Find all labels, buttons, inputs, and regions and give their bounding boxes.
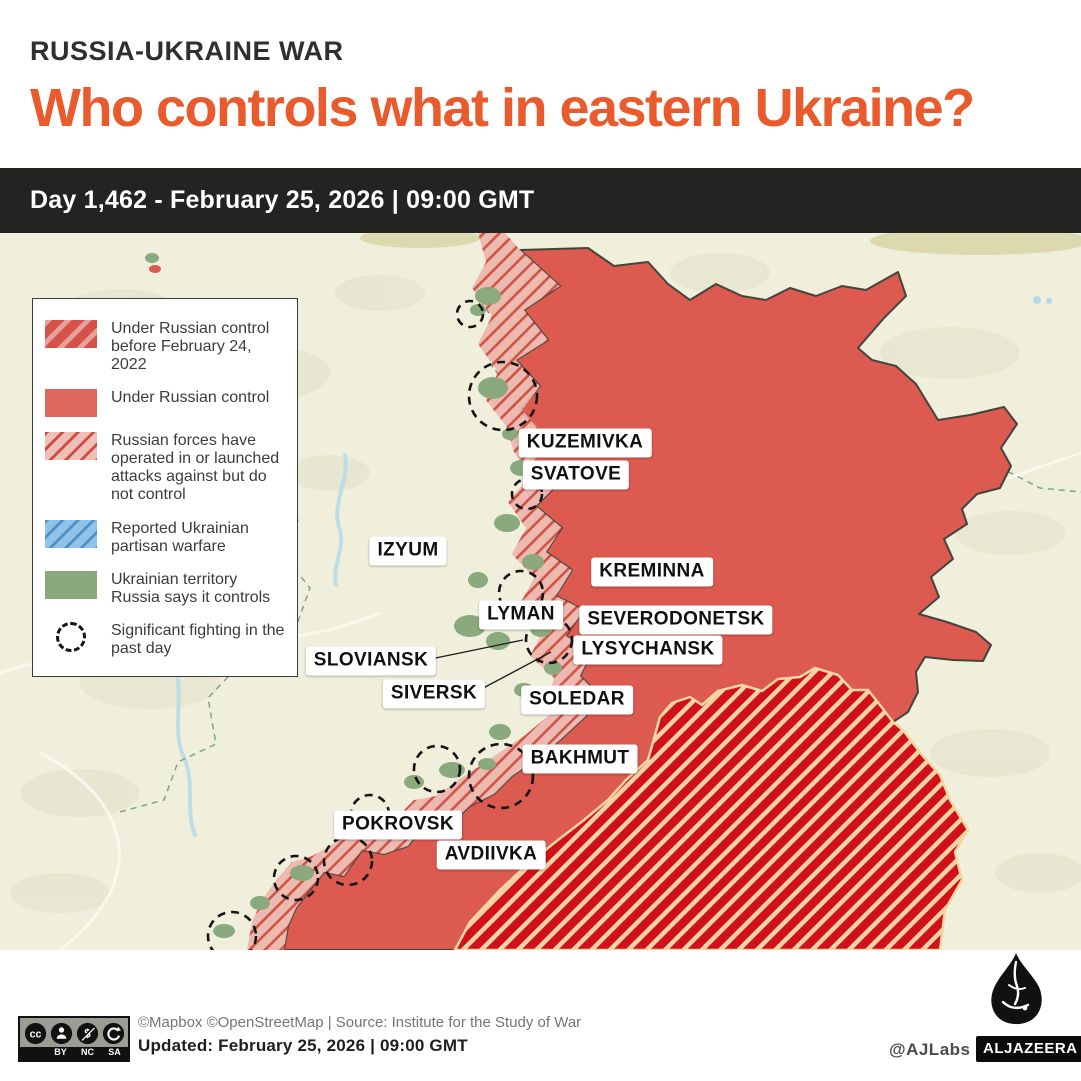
lakes bbox=[1033, 296, 1052, 304]
fighting-circle bbox=[455, 299, 485, 329]
sw-solid-red-swatch bbox=[45, 389, 97, 418]
cc-icons: cc $ bbox=[20, 1018, 128, 1047]
updated-timestamp: Updated: February 25, 2026 | 09:00 GMT bbox=[138, 1036, 468, 1055]
legend-item-label: Under Russian control bbox=[111, 389, 270, 407]
city-label-bakhmut: BAKHMUT bbox=[522, 744, 638, 774]
page-title: Who controls what in eastern Ukraine? bbox=[30, 78, 975, 138]
city-label-lyman: LYMAN bbox=[479, 600, 563, 630]
nc-dollar-icon: $ bbox=[76, 1022, 98, 1044]
legend-item: Reported Ukrainian partisan warfare bbox=[45, 519, 285, 556]
legend-item-label: Under Russian control before February 24… bbox=[111, 320, 270, 374]
city-label-avdiivka: AVDIIVKA bbox=[436, 840, 546, 870]
sw-partisan-swatch bbox=[45, 519, 97, 548]
city-label-sloviansk: SLOVIANSK bbox=[305, 646, 437, 676]
red-outpost bbox=[149, 265, 161, 273]
city-label-svatove: SVATOVE bbox=[522, 460, 630, 490]
cc-license-badge: cc $ BY NC SA bbox=[18, 1016, 130, 1062]
sw-green-swatch bbox=[45, 570, 97, 599]
date-banner-text: Day 1,462 - February 25, 2026 | 09:00 GM… bbox=[30, 186, 535, 214]
map-canvas: KUZEMIVKA SVATOVE IZYUM KREMINNA LYMAN SEVERO… bbox=[0, 233, 1081, 950]
rivers bbox=[173, 453, 348, 837]
cc-strip: BY NC SA bbox=[20, 1047, 128, 1060]
cc-sa-label: SA bbox=[108, 1047, 121, 1057]
fighting-circle bbox=[467, 742, 535, 810]
svg-text:cc: cc bbox=[29, 1028, 41, 1040]
kicker: RUSSIA-UKRAINE WAR bbox=[30, 36, 344, 66]
legend-item-label: Ukrainian territory Russia says it contr… bbox=[111, 570, 271, 606]
cc-by-label: BY bbox=[54, 1047, 67, 1057]
city-label-severodonetsk: SEVERODONETSK bbox=[579, 605, 773, 635]
fighting-circle bbox=[272, 854, 320, 902]
map-legend: Under Russian control before February 24… bbox=[32, 298, 298, 678]
date-banner: Day 1,462 - February 25, 2026 | 09:00 GM… bbox=[0, 168, 1081, 233]
legend-item: Significant fighting in the past day bbox=[45, 621, 285, 658]
fighting-circle bbox=[206, 910, 258, 950]
city-label-pokrovsk: POKROVSK bbox=[334, 810, 462, 840]
sw-attack-swatch bbox=[45, 432, 97, 461]
fighting-circle bbox=[412, 744, 462, 794]
ajlabs-credit: @AJLabs bbox=[889, 1040, 971, 1059]
fighting-circle bbox=[467, 360, 539, 432]
aljazeera-calligraphy-logo bbox=[991, 953, 1042, 1025]
legend-item-label: Russian forces have operated in or launc… bbox=[111, 432, 280, 504]
legend-item: Ukrainian territory Russia says it contr… bbox=[45, 570, 285, 607]
city-label-kuzemivka: KUZEMIVKA bbox=[518, 428, 652, 458]
legend-item-label: Reported Ukrainian partisan warfare bbox=[111, 519, 249, 555]
terrain-olive bbox=[360, 233, 1081, 255]
attribution-block: ©Mapbox ©OpenStreetMap | Source: Institu… bbox=[138, 1014, 581, 1056]
map-attribution: ©Mapbox ©OpenStreetMap | Source: Institu… bbox=[138, 1014, 582, 1031]
map-image bbox=[0, 233, 1081, 950]
fighting-circle bbox=[524, 615, 574, 665]
footer: cc $ BY NC SA ©Mapbox ©OpenStreetMap | S… bbox=[0, 950, 1081, 1081]
city-label-lysychansk: LYSYCHANSK bbox=[573, 635, 723, 665]
legend-item-label: Significant fighting in the past day bbox=[111, 621, 285, 657]
sw-circle-swatch bbox=[56, 621, 86, 652]
legend-item: Russian forces have operated in or launc… bbox=[45, 431, 285, 504]
legend-items: Under Russian control before February 24… bbox=[45, 319, 285, 658]
aljazeera-wordmark: ALJAZEERA bbox=[976, 1036, 1081, 1062]
sw-pre2022-swatch bbox=[45, 320, 97, 348]
cc-icon: cc bbox=[24, 1022, 46, 1044]
city-label-soledar: SOLEDAR bbox=[521, 685, 633, 715]
city-label-izyum: IZYUM bbox=[369, 536, 447, 566]
city-label-siversk: SIVERSK bbox=[382, 679, 486, 709]
legend-item: Under Russian control bbox=[45, 388, 285, 418]
pre2022-region bbox=[453, 666, 970, 950]
city-label-kreminna: KREMINNA bbox=[591, 557, 713, 587]
header: RUSSIA-UKRAINE WAR Who controls what in … bbox=[0, 0, 1081, 168]
by-person-icon bbox=[50, 1022, 72, 1044]
cc-nc-label: NC bbox=[81, 1047, 94, 1057]
green-patches bbox=[145, 253, 562, 938]
legend-item: Under Russian control before February 24… bbox=[45, 319, 285, 374]
sa-arrow-icon bbox=[102, 1022, 124, 1044]
